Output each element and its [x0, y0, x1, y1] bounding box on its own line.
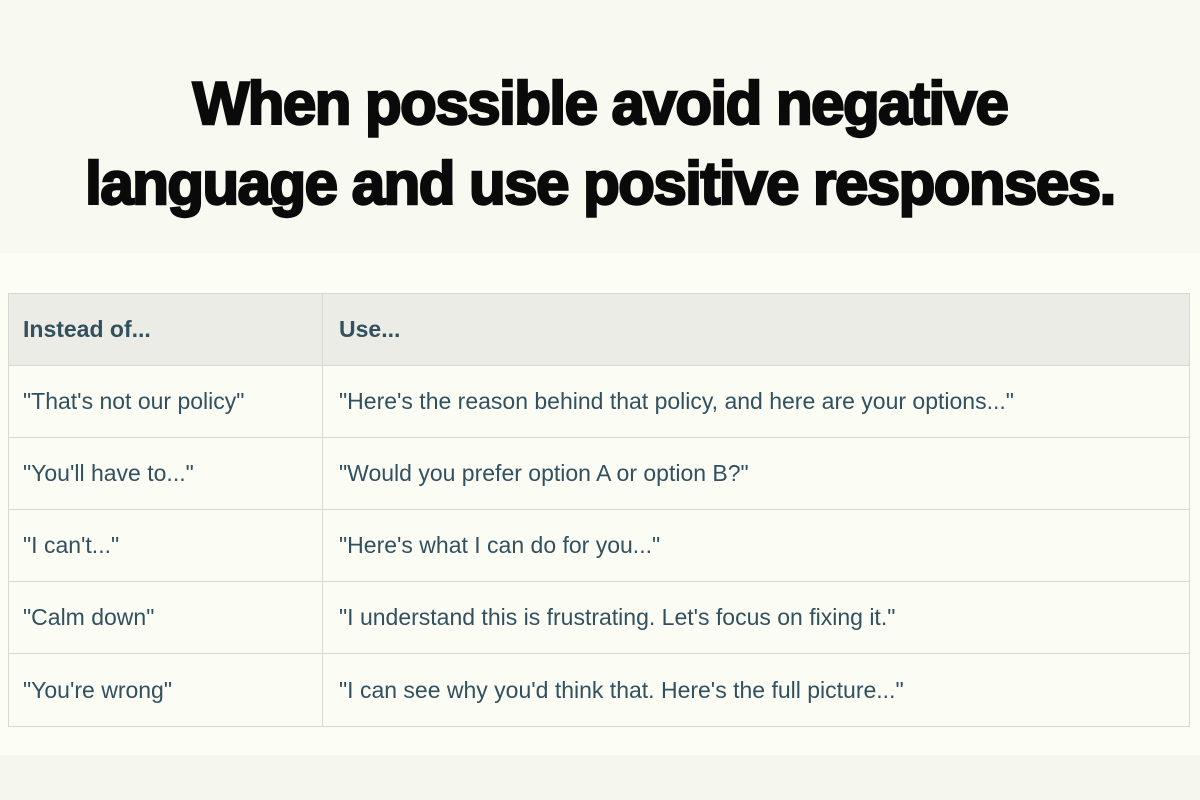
table-row: "Calm down" "I understand this is frustr…: [9, 582, 1189, 654]
table-header-row: Instead of... Use...: [9, 294, 1189, 366]
table-row: "I can't..." "Here's what I can do for y…: [9, 510, 1189, 582]
background-bottom: [0, 755, 1200, 800]
table-cell-instead: "You'll have to...": [9, 438, 323, 509]
table-cell-use: "I understand this is frustrating. Let's…: [339, 604, 896, 630]
page-title: When possible avoid negative language an…: [0, 64, 1200, 224]
column-header-instead-of: Instead of...: [9, 294, 323, 365]
table-row: "You're wrong" "I can see why you'd thin…: [9, 654, 1189, 726]
table-cell-use: "Here's the reason behind that policy, a…: [339, 388, 1014, 414]
table-cell-instead: "You're wrong": [9, 654, 323, 726]
column-header-use: Use...: [339, 316, 401, 342]
table-cell-use: "Would you prefer option A or option B?": [339, 460, 749, 486]
table-cell-use: "I can see why you'd think that. Here's …: [339, 676, 904, 703]
comparison-table: Instead of... Use... "That's not our pol…: [8, 293, 1190, 727]
table-cell-instead: "Calm down": [9, 582, 323, 653]
table-cell-use: "Here's what I can do for you...": [339, 532, 661, 558]
table-cell-instead: "That's not our policy": [9, 366, 323, 437]
table-row: "You'll have to..." "Would you prefer op…: [9, 438, 1189, 510]
background-top: [0, 0, 1200, 253]
page-title-line1: When possible avoid negative: [191, 69, 1010, 138]
table-row: "That's not our policy" "Here's the reas…: [9, 366, 1189, 438]
table-cell-instead: "I can't...": [9, 510, 323, 581]
page-title-line2: language and use positive responses.: [84, 149, 1118, 218]
